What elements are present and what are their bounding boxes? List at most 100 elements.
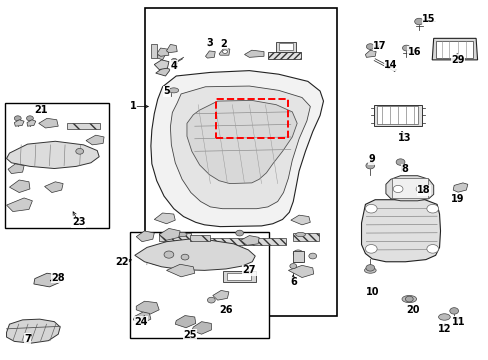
Polygon shape	[166, 44, 177, 53]
Polygon shape	[136, 301, 159, 315]
Bar	[198, 238, 285, 244]
Text: 29: 29	[450, 55, 464, 65]
Polygon shape	[288, 265, 313, 278]
Ellipse shape	[151, 259, 182, 266]
Text: 8: 8	[400, 164, 407, 174]
Ellipse shape	[365, 265, 374, 271]
Polygon shape	[135, 239, 255, 270]
Ellipse shape	[289, 264, 296, 269]
Polygon shape	[136, 231, 154, 242]
Text: 25: 25	[183, 330, 196, 340]
Text: 6: 6	[289, 277, 296, 287]
Polygon shape	[154, 213, 175, 224]
Bar	[4, 103, 109, 228]
Ellipse shape	[171, 58, 177, 63]
Polygon shape	[8, 164, 24, 174]
Bar	[278, 43, 293, 50]
Polygon shape	[205, 51, 215, 58]
Polygon shape	[219, 48, 229, 55]
Polygon shape	[240, 235, 259, 245]
Ellipse shape	[168, 88, 178, 93]
Bar	[293, 251, 304, 262]
Ellipse shape	[395, 159, 404, 165]
Ellipse shape	[365, 162, 374, 169]
Text: 22: 22	[115, 257, 128, 267]
Polygon shape	[431, 39, 477, 60]
Ellipse shape	[222, 50, 227, 53]
Bar	[391, 178, 427, 198]
Text: 18: 18	[416, 185, 430, 195]
Polygon shape	[191, 321, 211, 334]
Polygon shape	[6, 319, 60, 343]
Bar	[189, 234, 210, 241]
Ellipse shape	[438, 314, 449, 320]
Bar	[293, 233, 318, 241]
Ellipse shape	[449, 308, 458, 314]
Bar	[144, 8, 336, 316]
Ellipse shape	[364, 267, 375, 273]
Polygon shape	[156, 67, 170, 76]
Polygon shape	[9, 180, 30, 193]
Text: 14: 14	[383, 60, 397, 70]
Polygon shape	[34, 273, 60, 287]
Ellipse shape	[415, 185, 425, 193]
Text: 19: 19	[450, 194, 464, 204]
Polygon shape	[44, 182, 63, 193]
Ellipse shape	[295, 232, 305, 237]
Text: 4: 4	[170, 61, 177, 71]
Ellipse shape	[392, 185, 402, 193]
Polygon shape	[290, 215, 310, 225]
Polygon shape	[166, 264, 194, 277]
Ellipse shape	[14, 116, 21, 121]
Text: 11: 11	[451, 317, 465, 327]
Polygon shape	[157, 48, 168, 56]
Text: 9: 9	[368, 154, 375, 164]
Text: 24: 24	[134, 317, 147, 327]
Text: 10: 10	[365, 287, 378, 297]
Text: 20: 20	[405, 305, 419, 315]
Polygon shape	[154, 60, 168, 69]
Polygon shape	[39, 118, 58, 128]
Bar	[222, 271, 255, 282]
Text: 23: 23	[72, 217, 85, 227]
Bar	[66, 123, 100, 129]
Polygon shape	[186, 100, 297, 184]
Ellipse shape	[402, 45, 409, 51]
Ellipse shape	[235, 230, 243, 236]
Text: 17: 17	[372, 41, 386, 50]
Polygon shape	[159, 228, 180, 240]
Ellipse shape	[414, 18, 423, 25]
Ellipse shape	[26, 116, 33, 121]
Text: 26: 26	[219, 305, 232, 315]
Text: 12: 12	[437, 324, 450, 334]
Ellipse shape	[181, 254, 188, 260]
Text: 16: 16	[407, 46, 420, 57]
Ellipse shape	[177, 232, 186, 237]
Bar	[435, 41, 472, 58]
Polygon shape	[151, 71, 323, 226]
Ellipse shape	[365, 244, 376, 253]
Polygon shape	[452, 183, 467, 192]
Ellipse shape	[163, 251, 173, 258]
Polygon shape	[6, 141, 99, 168]
Polygon shape	[6, 198, 32, 212]
Polygon shape	[156, 53, 165, 60]
Text: 15: 15	[421, 14, 435, 24]
Polygon shape	[175, 316, 195, 328]
Bar	[267, 52, 301, 59]
Polygon shape	[14, 120, 24, 126]
Text: 5: 5	[163, 86, 169, 96]
Bar	[376, 107, 417, 125]
Text: 3: 3	[205, 38, 212, 48]
Text: 28: 28	[51, 273, 65, 283]
Polygon shape	[27, 120, 36, 126]
Polygon shape	[244, 50, 264, 57]
Bar	[130, 232, 268, 338]
Text: 21: 21	[34, 105, 47, 115]
Polygon shape	[133, 312, 151, 323]
Polygon shape	[365, 50, 375, 57]
Polygon shape	[86, 135, 104, 145]
Ellipse shape	[207, 297, 215, 303]
Polygon shape	[170, 86, 310, 209]
Ellipse shape	[293, 250, 303, 257]
